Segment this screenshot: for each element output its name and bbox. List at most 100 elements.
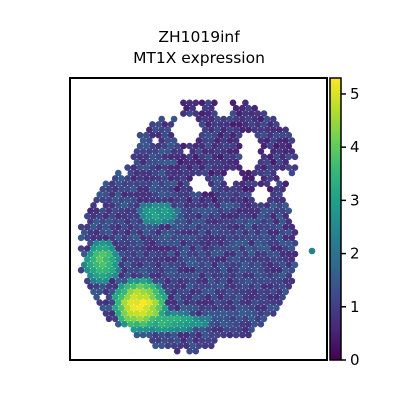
spot [208,180,215,188]
spot [242,261,249,269]
spot [276,202,283,209]
spot [251,234,258,242]
spot [198,110,206,117]
spot [232,299,240,306]
spot [204,153,212,161]
spot [204,326,212,333]
spot [226,137,234,144]
spot [183,191,190,198]
spot [149,207,156,215]
spot [201,137,209,144]
spot [273,250,280,258]
spot [266,121,274,128]
spot [146,266,153,274]
spot [93,261,100,269]
spot [146,137,153,144]
spot [105,261,113,269]
spot [87,218,94,225]
spot [149,164,156,171]
spot [229,153,237,161]
spot [204,131,212,139]
spot [111,304,119,312]
spot [127,191,134,198]
spot [99,196,107,204]
spot [102,266,110,274]
spot [242,207,249,215]
spot [173,337,181,344]
spot [235,272,243,279]
spot [198,293,206,301]
spot [266,153,274,161]
spot [77,234,85,242]
spot [211,218,218,225]
spot [204,121,212,128]
spot [152,234,159,242]
spot [77,245,85,252]
spatial-spots [77,99,316,355]
spot [239,126,246,134]
spot [285,218,293,225]
spot [245,256,252,263]
spot [232,277,240,285]
spot [155,196,162,204]
spot [242,250,249,258]
spot [266,196,274,204]
spot [208,148,215,155]
spot [220,288,227,296]
spot [115,299,122,306]
spot [257,126,265,134]
spot [285,261,293,269]
spot [208,169,215,177]
spot [149,304,156,312]
spot [155,207,162,215]
spot [102,223,110,231]
spot [226,331,234,339]
spot [232,234,240,242]
spot [248,315,255,323]
spot [124,250,131,258]
spot [183,202,190,209]
spot [173,218,181,225]
spot [189,256,196,263]
spot [189,277,196,285]
spot [146,320,153,328]
spot [232,137,240,144]
spot [229,326,237,333]
spot [80,229,88,236]
spot [192,164,200,171]
spot [270,277,277,285]
spot [170,180,178,188]
spot [282,256,290,263]
spot [161,121,169,128]
spot [235,196,243,204]
spot [217,315,224,323]
spot [93,272,100,279]
spot [273,261,280,269]
spot [170,115,178,123]
spot [167,261,175,269]
spot [139,256,147,263]
spot [170,256,178,263]
spot [136,283,144,290]
spot [180,142,187,150]
spot [164,245,172,252]
spot [164,191,172,198]
spot [155,250,162,258]
spot [232,180,240,188]
spot [177,212,184,220]
spot [282,277,290,285]
spot [220,223,227,231]
spot [127,234,134,242]
spot [133,277,141,285]
spot [96,212,103,220]
spot [232,310,240,317]
spot [223,293,231,301]
spot [257,299,265,306]
spot [164,266,172,274]
spot [152,342,159,350]
spot [111,185,119,193]
spot [192,207,200,215]
spot [192,337,200,344]
spot [90,256,97,263]
spot [245,169,252,177]
